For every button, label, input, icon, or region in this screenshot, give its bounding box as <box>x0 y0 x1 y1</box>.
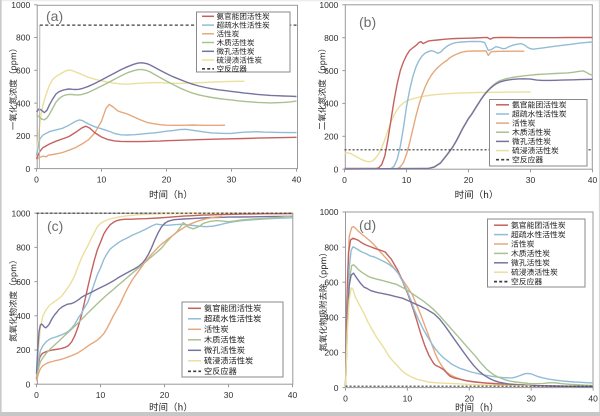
svg-text:40: 40 <box>588 394 598 404</box>
svg-text:20: 20 <box>160 390 170 400</box>
svg-text:10: 10 <box>403 394 413 404</box>
svg-text:20: 20 <box>465 394 475 404</box>
svg-text:(d): (d) <box>359 217 376 233</box>
svg-text:10: 10 <box>402 175 412 185</box>
svg-text:10: 10 <box>96 390 106 400</box>
svg-text:1000: 1000 <box>11 0 30 10</box>
svg-text:0: 0 <box>342 175 347 185</box>
svg-text:800: 800 <box>324 33 338 43</box>
svg-text:600: 600 <box>324 277 338 287</box>
svg-text:0: 0 <box>26 379 31 389</box>
svg-text:800: 800 <box>16 33 30 43</box>
svg-text:1000: 1000 <box>319 0 338 10</box>
svg-text:800: 800 <box>324 242 338 252</box>
svg-text:0: 0 <box>334 164 339 174</box>
svg-text:10: 10 <box>97 175 107 185</box>
svg-text:0: 0 <box>25 164 30 174</box>
svg-text:400: 400 <box>16 311 30 321</box>
svg-text:600: 600 <box>16 66 30 76</box>
svg-text:0: 0 <box>34 175 39 185</box>
svg-text:20: 20 <box>464 175 474 185</box>
svg-text:40: 40 <box>292 175 302 185</box>
svg-text:30: 30 <box>526 394 536 404</box>
svg-text:(a): (a) <box>46 8 63 24</box>
svg-text:20: 20 <box>162 175 172 185</box>
svg-text:400: 400 <box>324 99 338 109</box>
svg-text:(b): (b) <box>359 14 376 30</box>
svg-text:40: 40 <box>288 390 298 400</box>
svg-text:30: 30 <box>227 175 237 185</box>
svg-text:400: 400 <box>324 313 338 323</box>
svg-text:1000: 1000 <box>320 207 339 217</box>
svg-text:200: 200 <box>16 345 30 355</box>
svg-text:400: 400 <box>16 98 30 108</box>
svg-text:800: 800 <box>16 243 30 253</box>
svg-text:40: 40 <box>588 175 598 185</box>
svg-text:(c): (c) <box>47 218 63 234</box>
svg-text:200: 200 <box>16 131 30 141</box>
svg-text:200: 200 <box>324 348 338 358</box>
svg-text:1000: 1000 <box>11 208 30 218</box>
svg-text:0: 0 <box>34 390 39 400</box>
svg-text:0: 0 <box>334 383 339 393</box>
svg-text:200: 200 <box>324 132 338 142</box>
svg-text:0: 0 <box>343 394 348 404</box>
svg-text:600: 600 <box>16 277 30 287</box>
svg-text:30: 30 <box>224 390 234 400</box>
svg-text:30: 30 <box>526 175 536 185</box>
svg-text:600: 600 <box>324 66 338 76</box>
